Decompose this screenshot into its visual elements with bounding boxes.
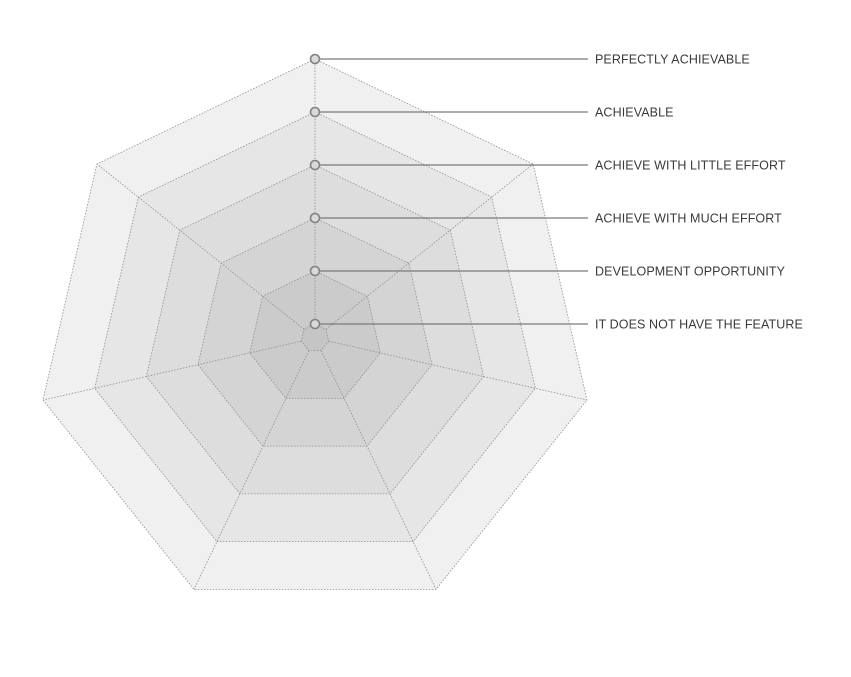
spoke-line — [320, 350, 437, 590]
spoke-line — [96, 163, 305, 330]
markers-group — [309, 53, 321, 330]
level-label-4: ACHIEVE WITH LITTLE EFFORT — [595, 159, 786, 173]
level-marker-2 — [309, 265, 321, 277]
level-marker-4 — [309, 159, 321, 171]
level-label-1: IT DOES NOT HAVE THE FEATURE — [595, 318, 803, 332]
level-label-5: ACHIEVABLE — [595, 106, 674, 120]
labels-group: PERFECTLY ACHIEVABLE ACHIEVABLE ACHIEVE … — [595, 53, 803, 332]
level-label-3: ACHIEVE WITH MUCH EFFORT — [595, 212, 782, 226]
spoke-line — [328, 340, 588, 401]
spoke-line — [42, 340, 302, 401]
ring-level-1 — [300, 323, 330, 352]
level-label-6: PERFECTLY ACHIEVABLE — [595, 53, 750, 67]
spokes-group — [42, 59, 588, 590]
level-marker-6 — [309, 53, 321, 65]
spoke-line — [325, 163, 534, 330]
level-marker-1 — [309, 318, 321, 330]
level-marker-5 — [309, 106, 321, 118]
spoke-line — [193, 350, 310, 590]
leader-lines-group — [315, 58, 588, 325]
level-marker-3 — [309, 212, 321, 224]
level-label-2: DEVELOPMENT OPPORTUNITY — [595, 265, 786, 279]
